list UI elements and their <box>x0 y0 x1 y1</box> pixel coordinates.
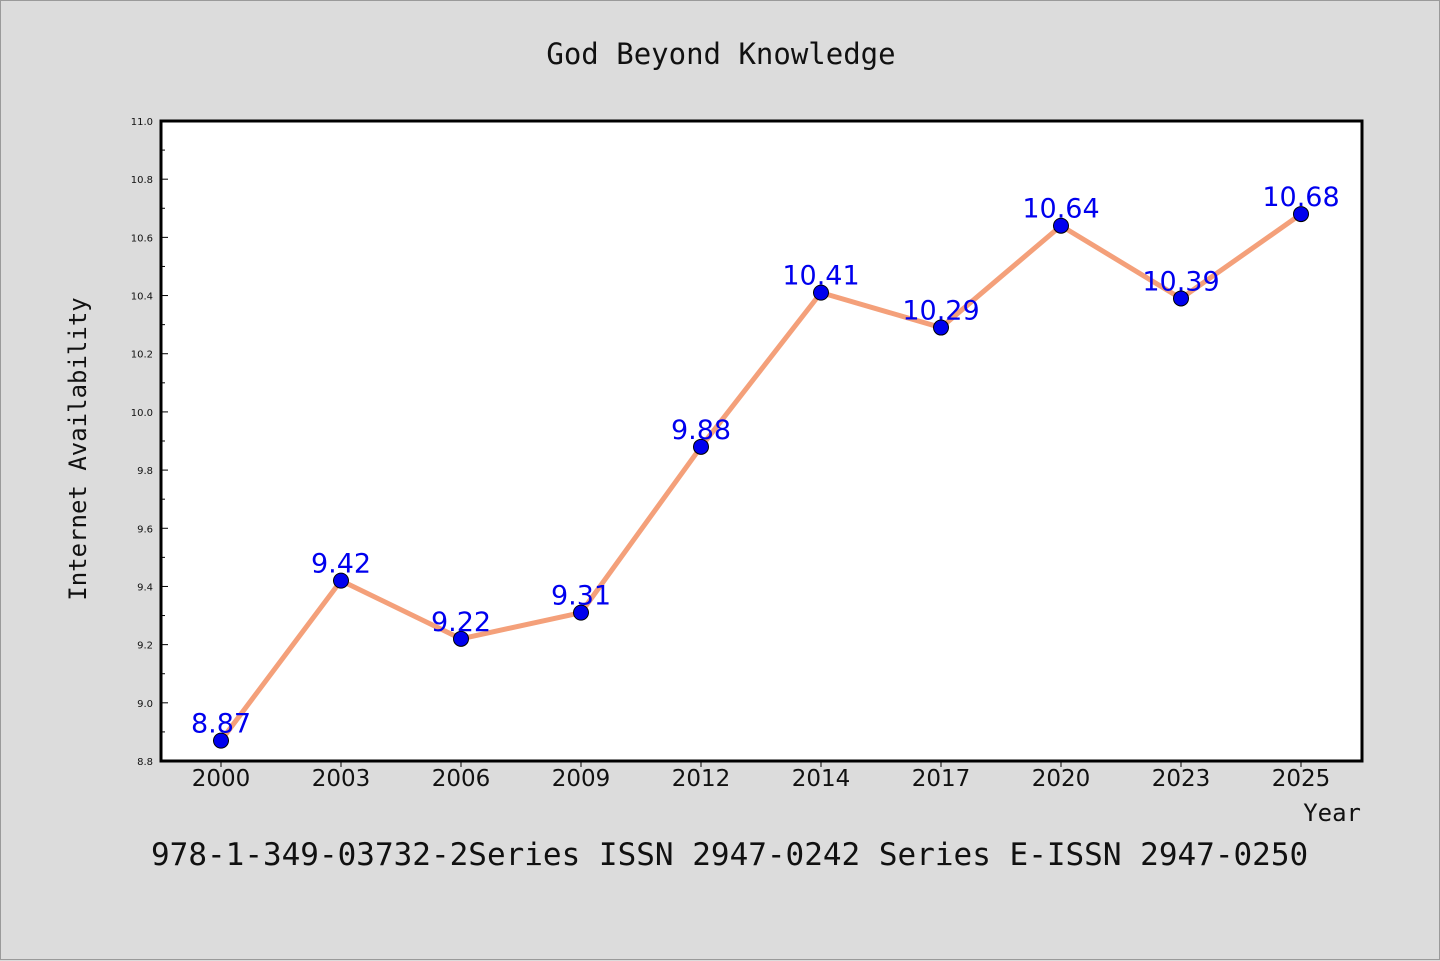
data-point <box>1293 206 1309 223</box>
data-point <box>813 284 829 301</box>
data-label: 9.88 <box>671 415 731 446</box>
x-tick-label: 2014 <box>792 766 851 792</box>
data-point <box>1053 217 1069 234</box>
y-tick-label: 9.0 <box>137 699 153 710</box>
x-tick-label: 2012 <box>672 766 731 792</box>
x-tick-label: 2023 <box>1152 766 1211 792</box>
x-tick-label: 2009 <box>552 766 611 792</box>
data-point <box>213 732 229 749</box>
x-tick-label: 2006 <box>432 766 491 792</box>
data-label: 10.29 <box>902 296 979 327</box>
x-axis-label: Year <box>1303 799 1361 827</box>
y-tick-label: 9.2 <box>137 641 153 652</box>
y-tick-label: 10.2 <box>131 350 153 361</box>
series: 8.87 9.42 9.22 9.31 9.88 10.41 10.29 10.64 10.39… <box>191 182 1340 749</box>
plot-frame <box>159 119 1364 763</box>
y-tick-label: 11.0 <box>131 117 153 128</box>
series-line <box>218 211 1304 744</box>
data-point <box>1173 290 1189 307</box>
footer-text: 978-1-349-03732-2Series ISSN 2947-0242 S… <box>151 837 1308 873</box>
data-label: 9.31 <box>551 581 611 612</box>
data-point <box>933 319 949 336</box>
data-point <box>453 630 469 647</box>
y-tick-label: 9.4 <box>137 582 153 593</box>
y-tick-label: 10.8 <box>131 175 153 186</box>
x-tick-label: 2003 <box>312 766 371 792</box>
y-tick-label: 10.0 <box>131 408 153 419</box>
data-label: 10.64 <box>1022 194 1099 225</box>
data-label: 10.39 <box>1142 266 1219 297</box>
y-tick-label: 9.8 <box>137 466 153 477</box>
data-label: 9.42 <box>311 549 371 580</box>
y-tick-label: 9.6 <box>137 524 153 535</box>
data-point <box>333 572 349 589</box>
y-axis: 8.8 9.0 9.2 9.4 9.6 9.8 10.0 10.2 10.4 10.6 10.8 11… <box>131 117 168 768</box>
y-axis-label: Internet Availability <box>64 297 92 600</box>
plot-area <box>161 121 1362 761</box>
x-tick-label: 2025 <box>1272 766 1331 792</box>
x-axis: 2000 2003 2006 2009 2012 2014 2017 2020 2023 2025 <box>192 761 1331 792</box>
data-label: 9.22 <box>431 607 491 638</box>
chart-title: God Beyond Knowledge <box>546 37 895 71</box>
data-point <box>693 438 709 455</box>
x-tick-label: 2000 <box>192 766 251 792</box>
y-tick-label: 10.4 <box>131 292 153 303</box>
y-tick-label: 10.6 <box>131 233 153 244</box>
x-tick-label: 2020 <box>1032 766 1091 792</box>
data-label: 8.87 <box>191 709 251 740</box>
x-tick-label: 2017 <box>912 766 971 792</box>
y-tick-label: 8.8 <box>137 757 153 768</box>
data-label: 10.41 <box>782 261 859 292</box>
data-point <box>573 604 589 621</box>
data-label: 10.68 <box>1262 182 1339 213</box>
